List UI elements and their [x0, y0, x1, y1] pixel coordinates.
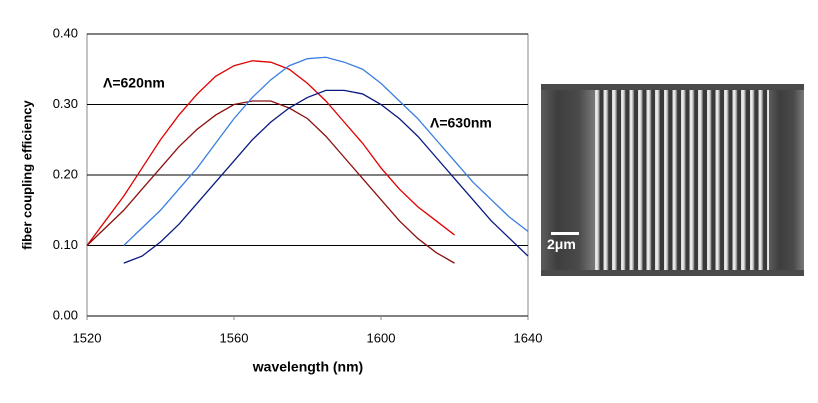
series-line	[86, 100, 455, 264]
series-line	[86, 60, 455, 246]
x-axis-title: wavelength (nm)	[252, 359, 363, 375]
pad-left	[541, 90, 595, 270]
series-line	[123, 56, 529, 246]
x-tick-label: 1600	[367, 330, 396, 345]
x-tick-label: 1560	[220, 330, 249, 345]
y-tick-label: 0.40	[53, 25, 78, 40]
x-tick-label: 1520	[73, 330, 102, 345]
scale-label: 2μm	[547, 236, 576, 252]
pad-right	[769, 90, 804, 270]
y-axis-title: fiber coupling efficiency	[19, 99, 34, 249]
sem-image: 2μm	[541, 84, 804, 276]
scale-bar	[551, 232, 579, 235]
y-tick-label: 0.10	[53, 237, 78, 252]
y-tick-label: 0.00	[53, 307, 78, 322]
y-tick-label: 0.20	[53, 166, 78, 181]
grating	[595, 90, 769, 270]
y-tick-label: 0.30	[53, 96, 78, 111]
annotation: Λ=620nm	[103, 75, 165, 91]
x-tick-label: 1640	[514, 330, 543, 345]
series-line	[123, 89, 529, 264]
annotation: Λ=630nm	[430, 115, 492, 131]
